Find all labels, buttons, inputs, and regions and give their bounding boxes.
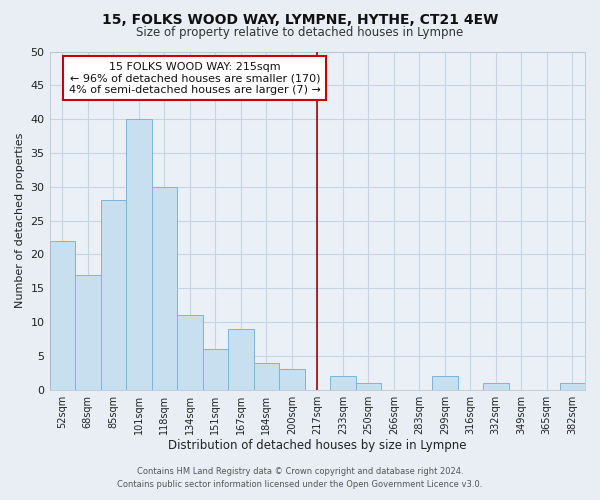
Bar [483,383,509,390]
Bar [50,241,75,390]
Bar [432,376,458,390]
Y-axis label: Number of detached properties: Number of detached properties [15,133,25,308]
Bar [203,349,228,390]
Bar [356,383,381,390]
Bar [560,383,585,390]
Bar [330,376,356,390]
Text: Contains HM Land Registry data © Crown copyright and database right 2024.
Contai: Contains HM Land Registry data © Crown c… [118,467,482,489]
Bar [126,119,152,390]
Text: 15 FOLKS WOOD WAY: 215sqm
← 96% of detached houses are smaller (170)
4% of semi-: 15 FOLKS WOOD WAY: 215sqm ← 96% of detac… [69,62,321,95]
Bar [254,362,279,390]
Bar [177,316,203,390]
Text: Size of property relative to detached houses in Lympne: Size of property relative to detached ho… [136,26,464,39]
X-axis label: Distribution of detached houses by size in Lympne: Distribution of detached houses by size … [168,440,467,452]
Bar [152,187,177,390]
Text: 15, FOLKS WOOD WAY, LYMPNE, HYTHE, CT21 4EW: 15, FOLKS WOOD WAY, LYMPNE, HYTHE, CT21 … [102,12,498,26]
Bar [101,200,126,390]
Bar [75,274,101,390]
Bar [279,370,305,390]
Bar [228,329,254,390]
